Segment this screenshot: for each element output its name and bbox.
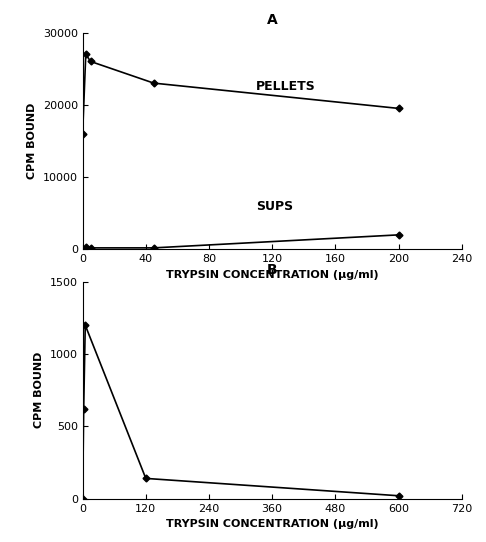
Text: PELLETS: PELLETS <box>257 80 316 93</box>
X-axis label: TRYPSIN CONCENTRATION (μg/ml): TRYPSIN CONCENTRATION (μg/ml) <box>166 519 379 529</box>
Y-axis label: CPM BOUND: CPM BOUND <box>27 103 37 179</box>
Y-axis label: CPM BOUND: CPM BOUND <box>34 352 44 428</box>
X-axis label: TRYPSIN CONCENTRATION (μg/ml): TRYPSIN CONCENTRATION (μg/ml) <box>166 270 379 280</box>
Title: A: A <box>267 13 278 27</box>
Title: B: B <box>267 262 278 276</box>
Text: SUPS: SUPS <box>257 199 294 212</box>
